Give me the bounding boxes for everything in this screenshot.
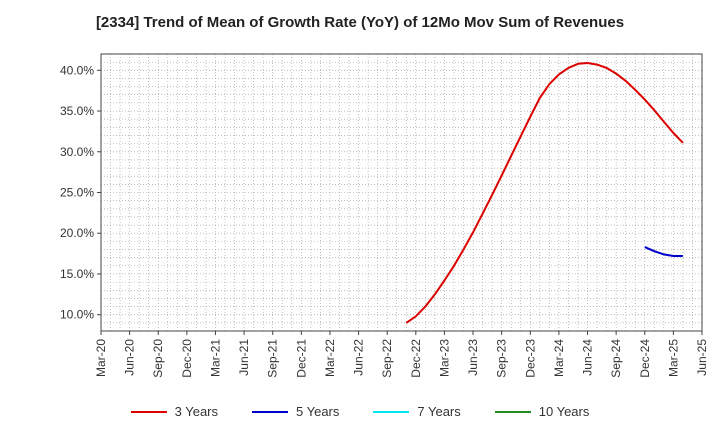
x-tick-label: Mar-22	[323, 339, 337, 377]
legend: 3 Years 5 Years 7 Years 10 Years	[0, 404, 720, 419]
x-tick-label: Dec-23	[523, 339, 537, 378]
y-tick-label: 35.0%	[60, 104, 94, 118]
y-tick-label: 25.0%	[60, 186, 94, 200]
x-tick-label: Sep-21	[266, 339, 280, 378]
x-tick-label: Dec-21	[294, 339, 308, 378]
legend-swatch-10-years	[494, 410, 531, 413]
x-tick-label: Mar-20	[94, 339, 108, 377]
x-tick-label: Jun-20	[123, 339, 137, 376]
legend-item-7-years: 7 Years	[373, 404, 461, 419]
x-axis-ticks: Mar-20 Jun-20 Sep-20 Dec-20 Mar-21 Jun-21 Sep-…	[94, 331, 709, 378]
legend-item-10-years: 10 Years	[494, 404, 590, 419]
x-tick-label: Jun-22	[352, 339, 366, 376]
x-tick-label: Mar-23	[437, 339, 451, 377]
legend-item-5-years: 5 Years	[252, 404, 339, 419]
series-lines	[405, 62, 684, 324]
legend-swatch-7-years	[373, 410, 410, 413]
y-tick-label: 30.0%	[60, 145, 94, 159]
x-tick-label: Dec-20	[180, 339, 194, 378]
y-tick-label: 20.0%	[60, 226, 94, 240]
x-tick-label: Jun-23	[466, 339, 480, 376]
x-tick-label: Mar-25	[666, 339, 680, 377]
legend-label-3-years: 3 Years	[174, 404, 218, 419]
legend-swatch-5-years	[252, 410, 288, 413]
legend-label-10-years: 10 Years	[538, 404, 590, 419]
x-tick-label: Jun-21	[237, 339, 251, 376]
x-tick-label: Jun-24	[581, 339, 595, 376]
chart-title: [2334] Trend of Mean of Growth Rate (YoY…	[95, 14, 625, 31]
legend-item-3-years: 3 Years	[130, 404, 218, 419]
legend-label-7-years: 7 Years	[417, 404, 461, 419]
series-line-5-years	[644, 246, 683, 257]
legend-label-5-years: 5 Years	[296, 404, 340, 419]
y-tick-label: 15.0%	[60, 267, 94, 281]
x-tick-label: Dec-24	[638, 339, 652, 378]
grid-lines	[101, 53, 702, 332]
x-tick-label: Dec-22	[409, 339, 423, 378]
y-tick-label: 10.0%	[60, 308, 94, 322]
x-tick-label: Jun-25	[695, 339, 709, 376]
x-tick-label: Sep-20	[151, 339, 165, 378]
x-tick-label: Sep-23	[495, 339, 509, 378]
legend-swatch-3-years	[130, 410, 167, 413]
series-line-3-years	[405, 62, 684, 324]
y-axis-ticks: 10.0% 15.0% 20.0% 25.0% 30.0% 35.0% 40.0%	[60, 63, 101, 322]
x-tick-label: Mar-21	[208, 339, 222, 377]
y-tick-label: 40.0%	[60, 63, 94, 77]
x-tick-label: Sep-24	[609, 339, 623, 378]
x-tick-label: Sep-22	[380, 339, 394, 378]
line-chart: 10.0% 15.0% 20.0% 25.0% 30.0% 35.0% 40.0% Mar-…	[60, 53, 709, 378]
x-tick-label: Mar-24	[552, 339, 566, 377]
